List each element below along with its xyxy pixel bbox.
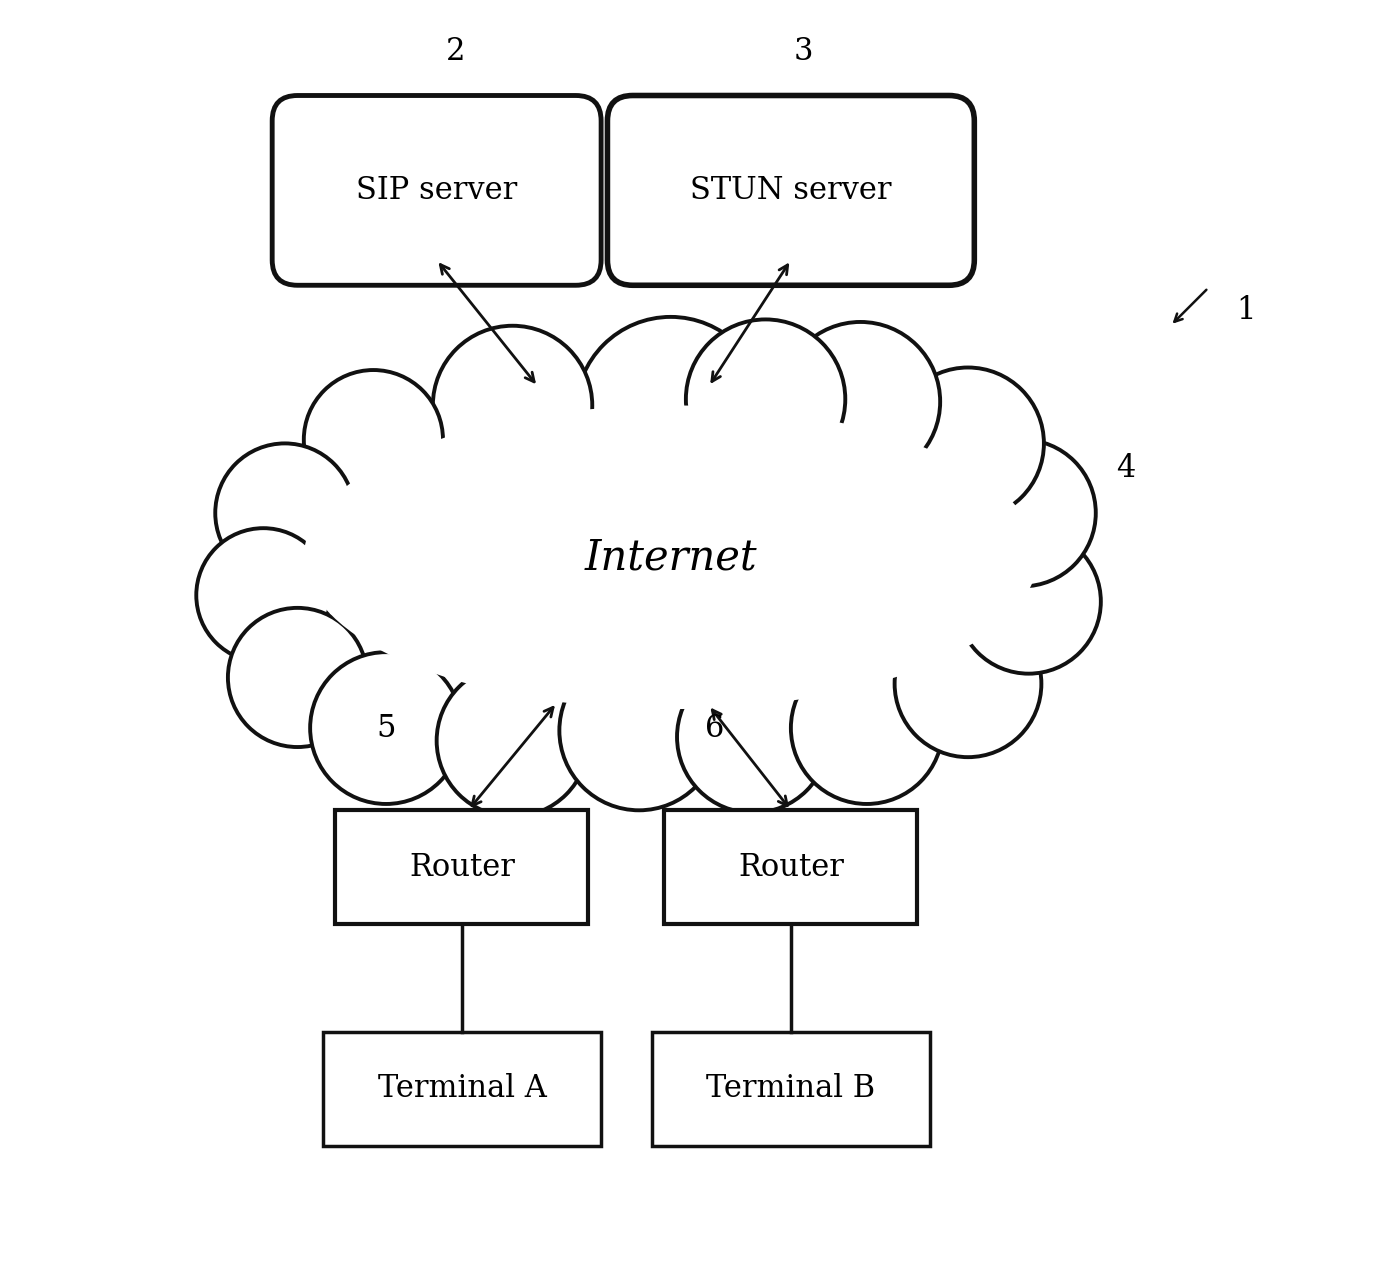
- Text: Internet: Internet: [585, 536, 757, 578]
- FancyBboxPatch shape: [651, 1032, 930, 1146]
- Circle shape: [216, 444, 355, 582]
- Text: Terminal B: Terminal B: [706, 1073, 876, 1104]
- Circle shape: [560, 651, 718, 811]
- Circle shape: [433, 326, 592, 485]
- Circle shape: [310, 652, 462, 804]
- FancyBboxPatch shape: [323, 1032, 601, 1146]
- FancyBboxPatch shape: [607, 96, 974, 285]
- Text: 3: 3: [793, 36, 813, 67]
- Circle shape: [791, 652, 942, 804]
- Text: 5: 5: [376, 712, 395, 743]
- Text: 1: 1: [1236, 295, 1256, 326]
- Text: Router: Router: [738, 852, 844, 883]
- Ellipse shape: [273, 367, 1069, 747]
- Circle shape: [781, 322, 940, 481]
- Circle shape: [437, 665, 589, 816]
- Circle shape: [949, 440, 1096, 586]
- Text: Terminal A: Terminal A: [377, 1073, 547, 1104]
- FancyBboxPatch shape: [664, 811, 917, 925]
- Text: 4: 4: [1116, 453, 1136, 485]
- Text: SIP server: SIP server: [356, 175, 518, 206]
- Circle shape: [686, 320, 845, 478]
- FancyBboxPatch shape: [335, 811, 589, 925]
- Text: Router: Router: [409, 852, 515, 883]
- Circle shape: [228, 608, 367, 747]
- Circle shape: [956, 530, 1101, 674]
- Text: 6: 6: [706, 712, 725, 743]
- Ellipse shape: [303, 405, 1037, 709]
- Circle shape: [677, 661, 828, 813]
- FancyBboxPatch shape: [273, 96, 601, 285]
- Circle shape: [895, 610, 1041, 757]
- Text: 2: 2: [445, 36, 465, 67]
- Text: STUN server: STUN server: [690, 175, 892, 206]
- Circle shape: [303, 370, 443, 509]
- Circle shape: [892, 367, 1044, 519]
- Circle shape: [576, 317, 766, 506]
- Circle shape: [196, 528, 330, 663]
